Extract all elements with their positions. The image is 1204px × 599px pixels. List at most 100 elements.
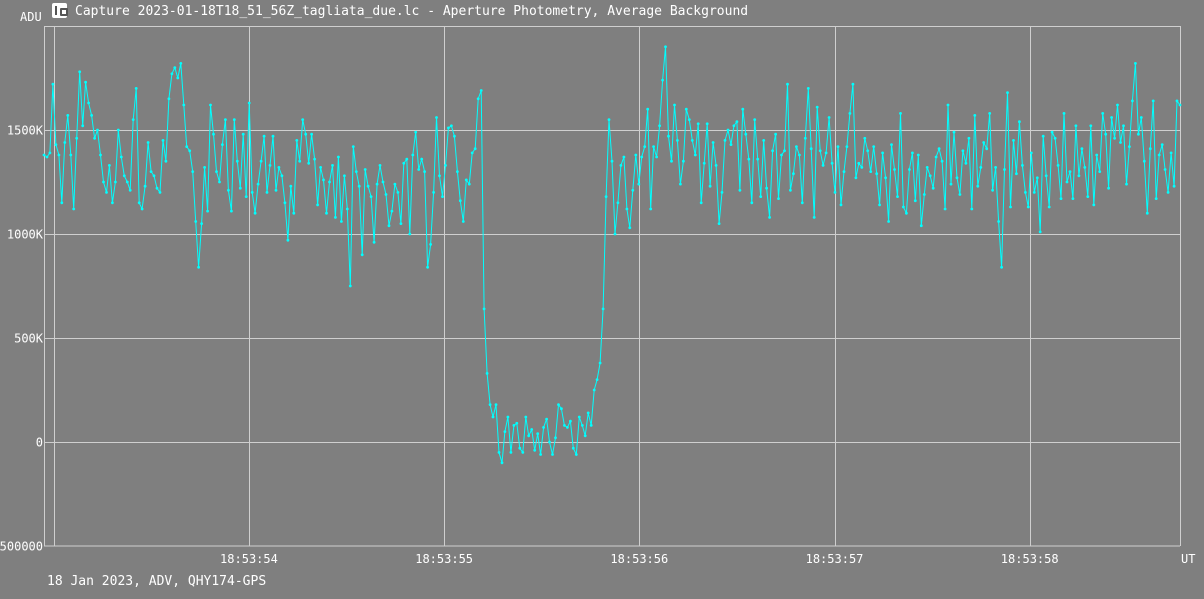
data-point — [280, 174, 284, 178]
data-point — [539, 453, 542, 456]
app-icon[interactable] — [52, 3, 68, 18]
data-point — [1151, 99, 1155, 103]
data-point — [143, 184, 147, 188]
data-point — [461, 220, 465, 223]
data-point — [592, 388, 596, 392]
data-point — [1053, 136, 1057, 140]
data-point — [304, 132, 308, 136]
data-point — [63, 141, 67, 144]
data-point — [66, 114, 70, 117]
data-point — [506, 415, 510, 419]
data-point — [453, 134, 456, 138]
data-point — [676, 139, 679, 142]
y-tick-label: 1000K — [7, 228, 44, 242]
data-point — [896, 195, 899, 199]
data-point — [682, 159, 685, 163]
data-point — [1038, 230, 1042, 234]
data-point — [893, 168, 896, 171]
data-point — [762, 139, 766, 142]
data-point — [970, 207, 974, 211]
x-tick-label: 18:53:55 — [415, 552, 473, 566]
data-point — [705, 122, 709, 126]
data-point — [902, 205, 905, 209]
data-point — [503, 430, 507, 433]
data-point — [913, 199, 917, 203]
data-point — [527, 434, 531, 438]
data-point — [524, 415, 528, 419]
data-point — [946, 103, 950, 107]
data-point — [271, 134, 275, 138]
data-point — [723, 139, 727, 142]
data-point — [450, 124, 453, 128]
data-point — [693, 153, 697, 157]
data-point — [122, 174, 126, 178]
data-point — [836, 145, 840, 149]
data-point — [845, 145, 849, 149]
data-point — [497, 451, 501, 454]
data-point — [116, 128, 120, 132]
y-ticks: -500000 0 500K 1000K 1500K — [0, 124, 44, 554]
data-point — [1032, 191, 1036, 194]
data-point — [771, 149, 774, 153]
data-point — [988, 112, 992, 115]
data-point — [1009, 205, 1012, 209]
data-point — [994, 166, 997, 169]
data-point — [726, 128, 730, 132]
data-point — [652, 145, 655, 149]
data-point — [494, 403, 498, 406]
data-point — [378, 164, 382, 167]
data-point — [387, 224, 391, 228]
data-point — [500, 461, 504, 465]
y-tick-label: 1500K — [7, 124, 44, 138]
data-point — [473, 147, 477, 151]
data-point — [857, 161, 861, 165]
data-point — [878, 203, 881, 207]
data-point — [702, 161, 706, 165]
x-ticks: 18:53:54 18:53:55 18:53:56 18:53:57 18:53:58 — [220, 552, 1059, 566]
data-point — [360, 253, 364, 257]
data-point — [1029, 151, 1033, 155]
data-point — [795, 145, 798, 149]
data-point — [690, 139, 694, 142]
data-point — [1071, 197, 1075, 201]
data-point — [512, 424, 516, 427]
data-point — [286, 238, 290, 242]
data-point — [432, 191, 435, 194]
data-point — [949, 182, 953, 186]
data-point — [105, 191, 108, 194]
data-point — [566, 426, 569, 429]
data-point — [292, 211, 296, 215]
data-point — [232, 118, 236, 121]
data-point — [390, 209, 394, 213]
data-point — [598, 361, 602, 365]
data-point — [643, 145, 647, 149]
x-tick-label: 18:53:56 — [610, 552, 668, 566]
data-point — [1080, 147, 1084, 151]
data-point — [777, 197, 780, 201]
data-point — [833, 191, 837, 194]
data-point — [194, 220, 198, 223]
data-point — [295, 139, 299, 142]
data-point — [298, 159, 302, 163]
data-point — [348, 284, 352, 288]
data-point — [426, 265, 429, 269]
data-point — [340, 220, 343, 223]
data-point — [717, 222, 721, 226]
data-point — [152, 174, 156, 178]
data-point — [1098, 170, 1102, 174]
data-point — [441, 195, 444, 199]
data-point — [958, 193, 962, 196]
data-point — [809, 147, 813, 151]
data-point — [57, 153, 61, 157]
data-point — [729, 143, 733, 147]
data-point — [75, 136, 79, 140]
data-point — [783, 149, 786, 153]
data-point — [628, 226, 632, 230]
data-point — [247, 101, 251, 105]
data-point — [381, 180, 385, 184]
data-point — [99, 153, 102, 157]
data-point — [262, 134, 266, 138]
y-tick-label: 0 — [36, 436, 43, 450]
data-point — [102, 180, 105, 184]
